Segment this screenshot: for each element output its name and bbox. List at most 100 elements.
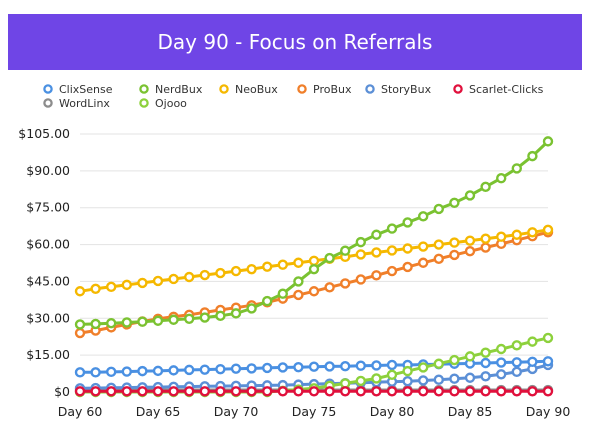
legend-marker-ojooo xyxy=(139,98,149,108)
data-point xyxy=(480,371,491,382)
data-point xyxy=(418,362,429,373)
data-point xyxy=(277,288,288,299)
grid-lines xyxy=(80,133,548,393)
data-point xyxy=(386,369,398,380)
data-point xyxy=(386,265,398,277)
data-point xyxy=(371,229,382,240)
data-point xyxy=(230,265,242,277)
data-point xyxy=(496,386,507,397)
data-point xyxy=(402,217,413,228)
y-tick-label: $60.00 xyxy=(26,237,70,252)
data-point xyxy=(262,386,273,397)
data-point xyxy=(496,369,507,380)
series-layer xyxy=(74,136,554,398)
legend-marker-wordlinx xyxy=(43,98,53,108)
data-point xyxy=(199,312,211,323)
x-tick-label: Day 90 xyxy=(526,404,571,419)
y-tick-label: $15.00 xyxy=(26,347,70,362)
data-point xyxy=(168,386,179,397)
data-point xyxy=(324,386,335,397)
data-point xyxy=(308,386,320,397)
data-point xyxy=(74,386,86,397)
series-clixsense xyxy=(74,356,554,378)
data-point xyxy=(137,316,148,327)
data-point xyxy=(246,303,257,314)
data-point xyxy=(355,236,366,248)
data-point xyxy=(230,363,242,374)
data-point xyxy=(371,360,382,371)
data-point xyxy=(74,286,86,297)
data-point xyxy=(496,173,507,184)
data-point xyxy=(355,360,366,371)
data-point xyxy=(293,257,304,268)
legend-label-scarlet-clicks: Scarlet-Clicks xyxy=(469,83,544,96)
data-point xyxy=(293,386,304,397)
data-point xyxy=(402,243,413,254)
data-point xyxy=(371,270,382,281)
data-point xyxy=(371,386,382,397)
data-point xyxy=(355,386,366,397)
legend-label-nerdbux: NerdBux xyxy=(155,83,203,96)
data-point xyxy=(402,386,413,397)
data-point xyxy=(183,313,195,324)
data-point xyxy=(168,365,179,376)
data-point xyxy=(542,136,554,147)
data-point xyxy=(511,386,522,397)
data-point xyxy=(418,211,429,222)
data-point xyxy=(480,233,491,244)
data-point xyxy=(324,361,335,372)
data-point xyxy=(464,246,476,257)
series-line xyxy=(79,140,550,326)
data-point xyxy=(137,386,148,397)
data-point xyxy=(496,343,507,355)
data-point xyxy=(199,364,211,375)
data-point xyxy=(527,150,538,162)
data-point xyxy=(152,315,164,326)
data-point xyxy=(511,229,522,240)
data-point xyxy=(215,267,226,279)
data-point xyxy=(433,203,444,215)
x-tick-label: Day 60 xyxy=(58,404,103,419)
chart-title: Day 90 - Focus on Referrals xyxy=(157,30,433,54)
data-point xyxy=(386,245,398,256)
data-point xyxy=(371,247,382,258)
data-point xyxy=(511,366,522,378)
data-point xyxy=(386,223,398,234)
legend-label-ojooo: Ojooo xyxy=(155,97,187,110)
data-point xyxy=(183,364,195,376)
data-point xyxy=(199,269,211,281)
data-point xyxy=(340,361,351,372)
data-point xyxy=(262,362,273,374)
legend: ClixSense NerdBux NeoBux ProBux StoryBux Scar… xyxy=(43,83,544,110)
data-point xyxy=(496,231,507,242)
data-point xyxy=(433,253,444,265)
legend-marker-scarlet-clicks xyxy=(453,84,463,94)
data-point xyxy=(105,281,117,293)
data-point xyxy=(74,367,86,378)
y-tick-label: $0 xyxy=(54,384,70,399)
data-point xyxy=(542,386,554,397)
data-point xyxy=(527,386,538,397)
data-point xyxy=(449,237,460,248)
legend-marker-storybux xyxy=(365,84,375,94)
data-point xyxy=(183,386,195,397)
data-point xyxy=(230,308,242,319)
data-point xyxy=(90,367,101,378)
x-tick-label: Day 70 xyxy=(214,404,259,419)
legend-label-probux: ProBux xyxy=(313,83,352,96)
legend-marker-probux xyxy=(297,84,307,94)
data-point xyxy=(105,386,117,397)
data-point xyxy=(464,372,476,383)
data-point xyxy=(293,361,304,373)
legend-label-wordlinx: WordLinx xyxy=(59,97,110,110)
legend-marker-neobux xyxy=(219,84,229,94)
data-point xyxy=(90,386,101,397)
data-point xyxy=(262,295,273,307)
series-nerdbux xyxy=(74,136,554,330)
data-point xyxy=(402,261,413,273)
legend-label-storybux: StoryBux xyxy=(381,83,432,96)
data-point xyxy=(121,386,133,397)
data-point xyxy=(433,358,444,369)
data-point xyxy=(324,252,335,264)
data-point xyxy=(449,354,460,366)
